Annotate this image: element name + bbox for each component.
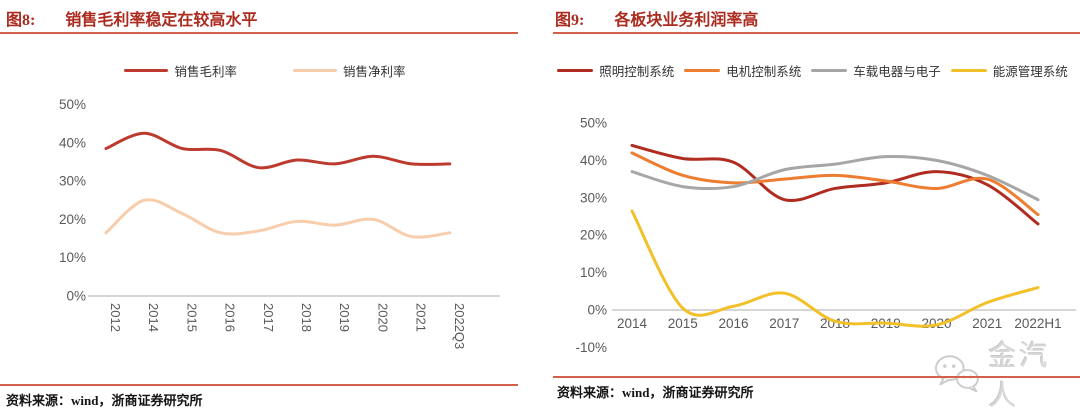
wechat-watermark: 金汽人	[933, 334, 1080, 410]
y-axis-tick-label: 40%	[59, 135, 86, 150]
x-axis-tick-label: 2015	[668, 316, 698, 331]
figure-8-title: 图8: 销售毛利率稳定在较高水平	[6, 6, 257, 30]
x-axis-tick-label: 2015	[184, 303, 199, 332]
figure-8-panel: 图8: 销售毛利率稳定在较高水平 销售毛利率 销售净利率 50% 40% 30% 20%…	[0, 0, 530, 410]
title-underline	[553, 32, 1080, 34]
x-axis-tick-label: 2018	[820, 316, 850, 331]
y-axis-tick-label: 10%	[580, 265, 607, 280]
figure-title-text: 销售毛利率稳定在较高水平	[65, 12, 258, 29]
legend-swatch	[124, 69, 169, 72]
x-axis-tick-label: 2021	[972, 316, 1002, 331]
figure-label: 图8:	[6, 12, 36, 29]
legend-swatch	[811, 69, 848, 72]
figure-8-line-chart: 50% 40% 30% 20% 10% 0% 2012 2014 2015 2016 2017 201…	[59, 97, 500, 349]
source-divider	[553, 376, 1080, 378]
legend-label: 车载电器与电子	[853, 65, 941, 79]
legend-item: 能源管理系统	[950, 61, 1068, 80]
x-axis-tick-label: 2014	[617, 316, 648, 331]
legend-swatch	[950, 69, 987, 72]
figure-9-legend: 照明控制系统 电机控制系统 车载电器与电子 能源管理系统	[545, 61, 1080, 80]
legend-label: 能源管理系统	[992, 65, 1068, 79]
x-axis-tick-label: 2019	[337, 303, 352, 332]
figure-9-title: 图9: 各板块业务利润率高	[555, 6, 758, 30]
source-note: 资料来源：wind，浙商证券研究所	[6, 393, 203, 408]
legend-item: 销售净利率	[293, 61, 406, 80]
x-axis-tick-label: 2014	[146, 303, 161, 332]
wechat-icon	[934, 355, 979, 393]
y-axis-tick-label: 0%	[66, 289, 86, 304]
series-line	[630, 209, 1040, 328]
series-line	[630, 155, 1040, 202]
legend-swatch	[293, 69, 337, 72]
figure-9-line-chart: 50% 40% 30% 20% 10% 0% -10% 2014 2015 2016 2017 201…	[575, 116, 1076, 355]
x-axis-tick-label: 2016	[718, 316, 748, 331]
y-axis-tick-label: 0%	[587, 303, 607, 318]
legend-label: 照明控制系统	[599, 65, 675, 79]
series-line	[630, 143, 1040, 226]
x-axis-tick-label: 2022Q3	[452, 303, 467, 349]
legend-swatch	[684, 69, 721, 72]
figure-8-legend: 销售毛利率 销售净利率	[0, 61, 530, 80]
y-axis-tick-label: 20%	[59, 212, 86, 227]
x-axis-tick-label: 2020	[375, 303, 390, 332]
y-axis-tick-label: 20%	[580, 228, 607, 243]
x-axis-tick-label: 2017	[261, 303, 276, 332]
series-line	[630, 151, 1040, 217]
x-axis-tick-label: 2021	[414, 303, 429, 332]
x-axis-tick-label: 2022H1	[1014, 316, 1061, 331]
legend-item: 销售毛利率	[124, 61, 237, 80]
legend-label: 电机控制系统	[726, 65, 802, 79]
legend-swatch	[557, 69, 594, 72]
legend-label: 销售毛利率	[174, 65, 237, 79]
title-underline	[0, 32, 518, 34]
y-axis-tick-label: 40%	[580, 153, 607, 168]
y-axis-tick-label: 30%	[580, 190, 607, 205]
legend-item: 电机控制系统	[684, 61, 801, 80]
legend-label: 销售净利率	[343, 65, 406, 79]
y-axis-tick-label: 50%	[580, 116, 607, 131]
y-axis-tick-label: 30%	[59, 174, 86, 189]
source-note: 资料来源：wind，浙商证券研究所	[557, 385, 754, 400]
x-axis-tick-label: 2016	[223, 303, 238, 332]
series-line	[104, 198, 452, 239]
y-axis-tick-label: -10%	[575, 340, 607, 355]
x-axis-tick-label: 2018	[299, 303, 314, 332]
watermark-text: 金汽人	[988, 340, 1051, 410]
figure-title-text: 各板块业务利润率高	[614, 12, 759, 29]
series-line	[104, 131, 452, 170]
figure-label: 图9:	[555, 12, 585, 29]
y-axis-tick-label: 10%	[59, 250, 86, 265]
y-axis-tick-label: 50%	[59, 97, 86, 112]
x-axis-tick-label: 2012	[108, 303, 123, 332]
legend-item: 照明控制系统	[557, 61, 674, 80]
x-axis-tick-label: 2017	[769, 316, 799, 331]
source-divider	[0, 384, 518, 386]
legend-item: 车载电器与电子	[811, 61, 941, 80]
figure-9-panel: 图9: 各板块业务利润率高 照明控制系统 电机控制系统 车载电器与电子 能源管理系统 …	[545, 0, 1080, 410]
